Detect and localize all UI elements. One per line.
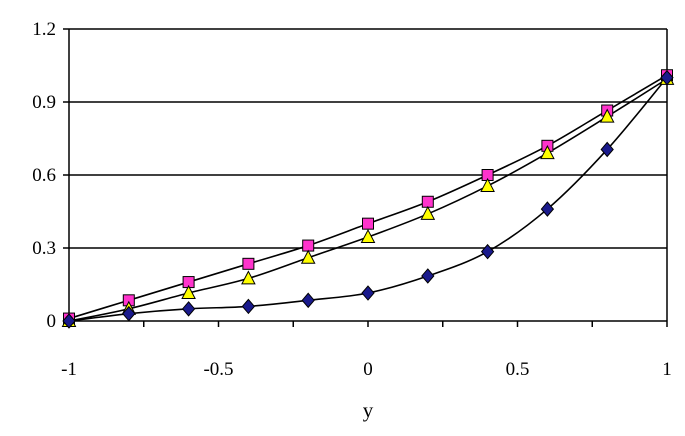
x-tick-label: -1 (61, 359, 77, 380)
data-point-diamond (421, 268, 435, 284)
y-tick-label: 0.9 (32, 92, 56, 113)
data-point-diamond (122, 305, 136, 322)
data-point-diamond (361, 285, 375, 301)
data-point-square (242, 257, 255, 270)
x-tick-label: 1 (662, 359, 672, 380)
data-point-triangle (241, 270, 256, 285)
data-point-triangle (360, 228, 376, 244)
data-point-triangle (599, 108, 615, 123)
gridlines (69, 101, 667, 249)
series-markers (61, 69, 675, 329)
y-tick-label: 1.2 (32, 19, 56, 40)
data-point-square (362, 217, 374, 230)
data-point-diamond (241, 298, 256, 315)
series-line-triangle (68, 78, 668, 322)
series-line-square (68, 74, 668, 320)
data-point-diamond (181, 301, 196, 317)
x-tick-label: 0 (363, 359, 373, 380)
data-point-diamond (660, 69, 674, 86)
y-tick-label: 0 (47, 311, 57, 332)
data-point-triangle (420, 205, 436, 220)
y-tick-label: 0.3 (32, 238, 56, 259)
series-line-diamond (68, 77, 668, 322)
data-point-square (302, 239, 315, 252)
data-point-diamond (600, 141, 614, 158)
data-point-triangle (181, 284, 196, 300)
x-axis-label: y (363, 398, 374, 422)
y-tick-label: 0.6 (32, 165, 56, 186)
data-point-diamond (301, 292, 315, 309)
data-point-triangle (540, 145, 555, 160)
data-point-triangle (480, 177, 495, 192)
data-point-diamond (480, 243, 495, 260)
x-tick-label: 0.5 (506, 359, 530, 380)
data-point-diamond (62, 313, 76, 329)
data-point-diamond (540, 201, 555, 217)
x-tick-label: -0.5 (203, 359, 233, 380)
data-point-square (421, 195, 434, 208)
series-lines (68, 74, 668, 322)
tick-marks (63, 28, 668, 327)
tick-labels: 0 0.3 0.6 0.9 1.2 -1 -0.5 0 0.5 1 (32, 19, 672, 380)
data-point-triangle (300, 249, 316, 264)
